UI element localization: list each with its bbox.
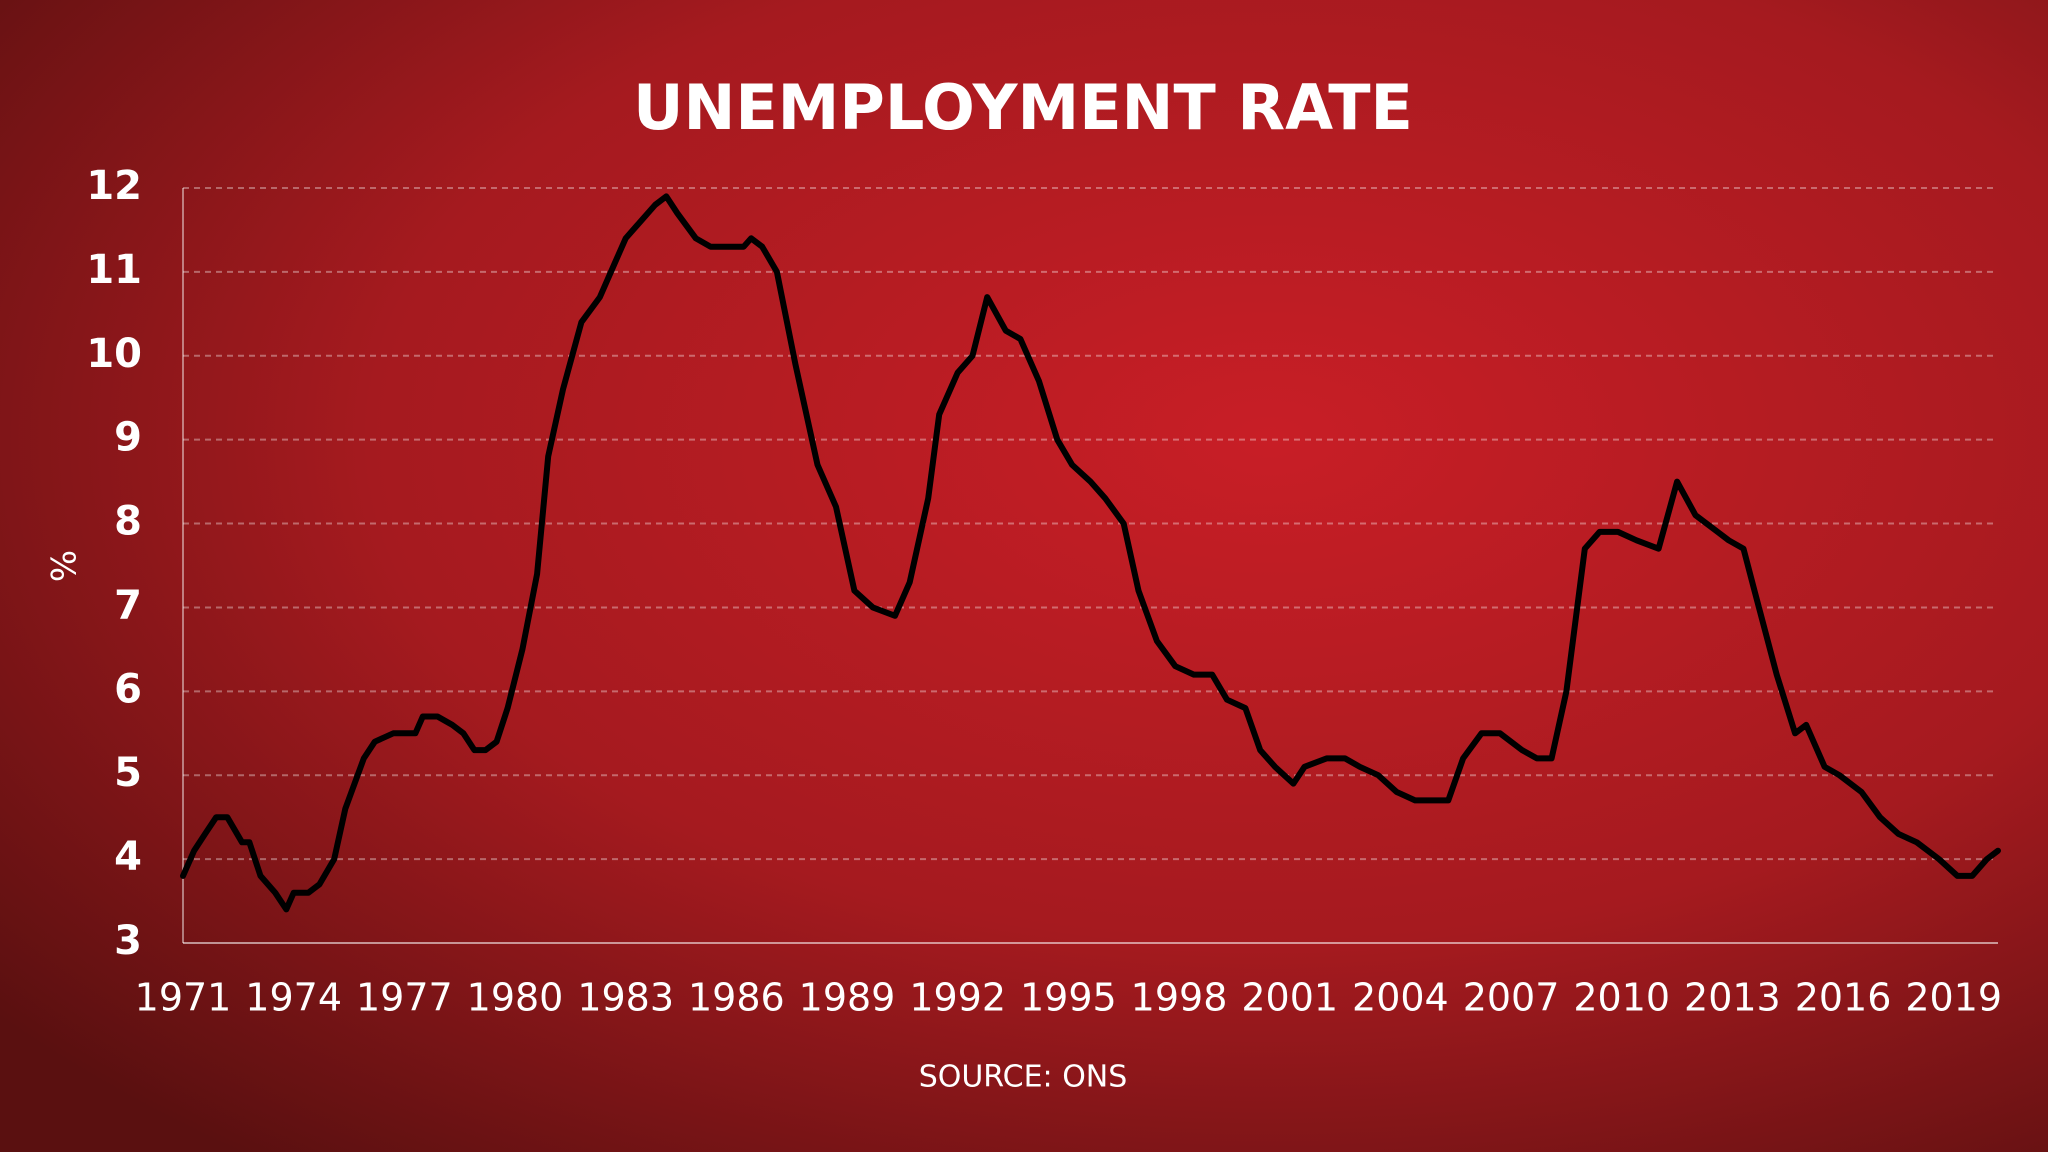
- x-tick-label: 2013: [1684, 976, 1781, 1020]
- y-tick-label: 6: [114, 666, 142, 712]
- y-tick-label: 3: [114, 918, 142, 964]
- x-tick-label: 2004: [1352, 976, 1449, 1020]
- y-tick-label: 9: [114, 415, 142, 461]
- chart-title: UNEMPLOYMENT RATE: [633, 71, 1413, 144]
- x-tick-label: 2016: [1795, 976, 1892, 1020]
- y-tick-label: 5: [114, 750, 142, 796]
- x-tick-label: 1995: [1020, 976, 1117, 1020]
- x-tick-label: 1989: [799, 976, 896, 1020]
- x-tick-label: 1974: [245, 976, 342, 1020]
- x-tick-label: 1977: [356, 976, 453, 1020]
- y-axis-label: %: [45, 550, 85, 582]
- x-tick-label: 1986: [688, 976, 785, 1020]
- source-note: SOURCE: ONS: [919, 1060, 1128, 1095]
- y-tick-label: 10: [86, 331, 142, 377]
- x-tick-label: 1992: [909, 976, 1006, 1020]
- data-line: [180, 193, 2001, 913]
- y-tick-label: 8: [114, 499, 142, 545]
- x-tick-label: 1998: [1131, 976, 1228, 1020]
- x-tick-label: 2001: [1241, 976, 1338, 1020]
- y-tick-label: 12: [86, 163, 142, 209]
- x-tick-label: 1980: [467, 976, 564, 1020]
- y-tick-label: 11: [86, 247, 142, 293]
- y-tick-label: 7: [114, 582, 142, 628]
- x-tick-label: 1983: [577, 976, 674, 1020]
- x-tick-label: 2010: [1573, 976, 1670, 1020]
- x-tick-label: 2019: [1905, 976, 2002, 1020]
- x-tick-label: 1971: [135, 976, 232, 1020]
- y-tick-label: 4: [114, 834, 142, 880]
- x-tick-label: 2007: [1463, 976, 1560, 1020]
